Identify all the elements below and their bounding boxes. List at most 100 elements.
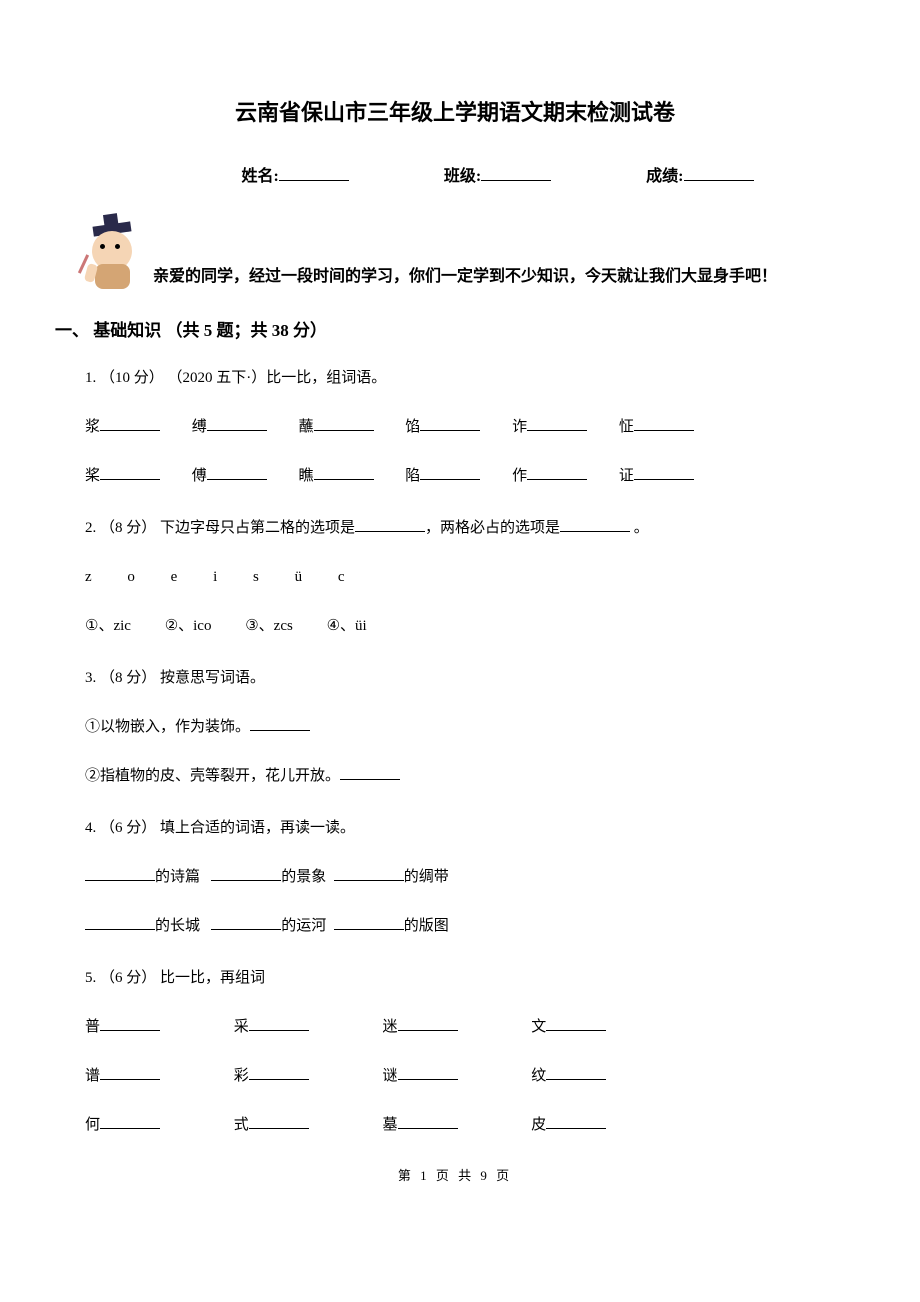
answer-blank[interactable] [334,916,404,930]
q1-char: 傅 [192,468,207,484]
q2-prompt: 2. （8 分） 下边字母只占第二格的选项是，两格必占的选项是 。 [85,516,850,540]
answer-blank[interactable] [249,1066,309,1080]
q5-char: 文 [531,1019,546,1035]
answer-blank[interactable] [420,417,480,431]
answer-blank[interactable] [314,417,374,431]
answer-blank[interactable] [546,1017,606,1031]
answer-blank[interactable] [100,417,160,431]
question-5: 5. （6 分） 比一比，再组词 普 采 迷 文 谱 彩 谜 纹 何 式 墓 皮 [85,966,850,1137]
question-3: 3. （8 分） 按意思写词语。 ①以物嵌入，作为装饰。 ②指植物的皮、壳等裂开… [85,666,850,788]
q1-char: 瞧 [299,468,314,484]
answer-blank[interactable] [527,466,587,480]
q1-char: 作 [512,468,527,484]
q5-row2: 谱 彩 谜 纹 [85,1064,850,1088]
score-blank[interactable] [684,165,754,181]
answer-blank[interactable] [560,518,630,532]
answer-blank[interactable] [211,916,281,930]
q4-suffix: 的景象 [281,869,326,885]
q5-char: 迷 [383,1019,398,1035]
q3-item2: ②指植物的皮、壳等裂开，花儿开放。 [85,764,850,788]
q1-char: 证 [619,468,634,484]
q4-suffix: 的版图 [404,918,449,934]
q1-prompt: 1. （10 分） （2020 五下·）比一比，组词语。 [85,366,850,390]
mascot-icon [80,216,145,291]
q1-char: 浆 [85,419,100,435]
question-4: 4. （6 分） 填上合适的词语，再读一读。 的诗篇 的景象 的绸带 的长城 的… [85,816,850,938]
name-blank[interactable] [279,165,349,181]
q2-option: ④、üi [327,614,367,638]
answer-blank[interactable] [527,417,587,431]
answer-blank[interactable] [207,466,267,480]
answer-blank[interactable] [314,466,374,480]
q4-suffix: 的绸带 [404,869,449,885]
q2-prompt-a: 2. （8 分） 下边字母只占第二格的选项是 [85,520,355,536]
answer-blank[interactable] [250,717,310,731]
answer-blank[interactable] [100,466,160,480]
greeting-text: 亲爱的同学，经过一段时间的学习，你们一定学到不少知识，今天就让我们大显身手吧！ [153,262,777,291]
q3-item2-text: ②指植物的皮、壳等裂开，花儿开放。 [85,768,340,784]
answer-blank[interactable] [207,417,267,431]
answer-blank[interactable] [420,466,480,480]
q1-row2: 桨 傅 瞧 陷 作 证 [85,464,850,488]
answer-blank[interactable] [398,1066,458,1080]
q5-char: 采 [234,1019,249,1035]
greeting-row: 亲爱的同学，经过一段时间的学习，你们一定学到不少知识，今天就让我们大显身手吧！ [80,216,850,291]
answer-blank[interactable] [100,1115,160,1129]
score-field: 成绩: [646,162,753,186]
q5-row3: 何 式 墓 皮 [85,1113,850,1137]
q3-item1: ①以物嵌入，作为装饰。 [85,715,850,739]
q1-char: 蘸 [299,419,314,435]
q1-char: 馅 [405,419,420,435]
q1-char: 诈 [512,419,527,435]
exam-title: 云南省保山市三年级上学期语文期末检测试卷 [60,95,850,127]
q1-char: 缚 [192,419,207,435]
answer-blank[interactable] [634,466,694,480]
q1-char: 怔 [619,419,634,435]
answer-blank[interactable] [100,1066,160,1080]
class-field: 班级: [444,162,551,186]
name-label: 姓名: [241,162,278,186]
page-footer: 第 1 页 共 9 页 [60,1165,850,1184]
student-info-row: 姓名: 班级: 成绩: [60,162,850,186]
answer-blank[interactable] [340,766,400,780]
q5-row1: 普 采 迷 文 [85,1015,850,1039]
q4-suffix: 的运河 [281,918,326,934]
answer-blank[interactable] [85,916,155,930]
q3-prompt: 3. （8 分） 按意思写词语。 [85,666,850,690]
name-field: 姓名: [241,162,348,186]
q5-char: 谜 [383,1068,398,1084]
class-blank[interactable] [481,165,551,181]
q5-prompt: 5. （6 分） 比一比，再组词 [85,966,850,990]
q5-char: 皮 [531,1117,546,1133]
answer-blank[interactable] [634,417,694,431]
answer-blank[interactable] [355,518,425,532]
score-label: 成绩: [646,162,683,186]
q2-prompt-b: ，两格必占的选项是 [425,520,560,536]
q5-char: 墓 [383,1117,398,1133]
q4-suffix: 的长城 [155,918,200,934]
q5-char: 彩 [234,1068,249,1084]
q2-option: ②、ico [165,614,212,638]
answer-blank[interactable] [249,1017,309,1031]
question-1: 1. （10 分） （2020 五下·）比一比，组词语。 浆 缚 蘸 馅 诈 怔… [85,366,850,488]
answer-blank[interactable] [546,1115,606,1129]
answer-blank[interactable] [546,1066,606,1080]
answer-blank[interactable] [398,1017,458,1031]
answer-blank[interactable] [100,1017,160,1031]
q4-prompt: 4. （6 分） 填上合适的词语，再读一读。 [85,816,850,840]
question-2: 2. （8 分） 下边字母只占第二格的选项是，两格必占的选项是 。 z o e … [85,516,850,638]
q1-row1: 浆 缚 蘸 馅 诈 怔 [85,415,850,439]
q2-letters: z o e i s ü c [85,565,850,589]
answer-blank[interactable] [85,867,155,881]
q5-char: 式 [234,1117,249,1133]
q4-row1: 的诗篇 的景象 的绸带 [85,865,850,889]
answer-blank[interactable] [398,1115,458,1129]
q4-suffix: 的诗篇 [155,869,200,885]
q2-option: ①、zic [85,614,131,638]
q2-option: ③、zcs [245,614,293,638]
answer-blank[interactable] [249,1115,309,1129]
answer-blank[interactable] [211,867,281,881]
q1-char: 陷 [405,468,420,484]
answer-blank[interactable] [334,867,404,881]
q5-char: 谱 [85,1068,100,1084]
